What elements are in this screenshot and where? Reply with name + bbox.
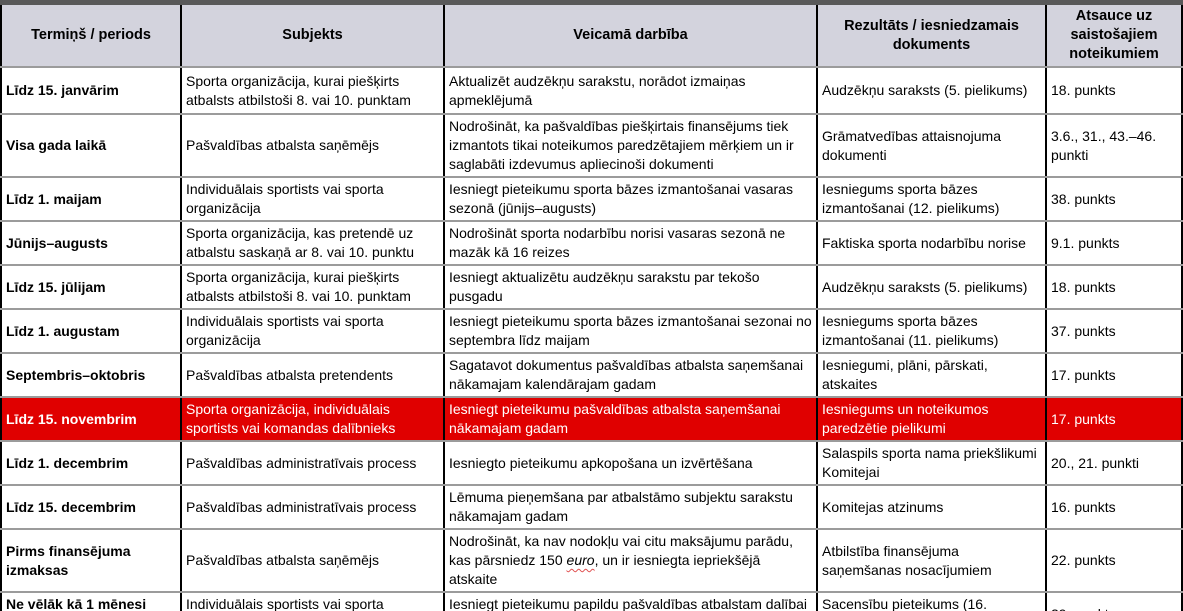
cell-term: Visa gada laikā <box>0 113 182 178</box>
cell-action: Nodrošināt sporta nodarbību norisi vasar… <box>443 220 818 266</box>
cell-reference: 3.6., 31., 43.–46. punkti <box>1045 113 1183 178</box>
cell-reference: 18. punkts <box>1045 264 1183 310</box>
euro-word: euro <box>566 552 595 568</box>
cell-reference: 16. punkts <box>1045 484 1183 530</box>
action-text-pre: Nodrošināt, ka nav nodokļu vai citu maks… <box>449 533 793 568</box>
column-header-term: Termiņš / periods <box>0 1 182 68</box>
cell-subject: Sporta organizācija, individuālais sport… <box>180 396 445 442</box>
cell-action: Iesniegt pieteikumu papildu pašvaldības … <box>443 591 818 611</box>
cell-term: Līdz 15. jūlijam <box>0 264 182 310</box>
cell-subject: Sporta organizācija, kurai piešķirts atb… <box>180 264 445 310</box>
cell-subject: Pašvaldības atbalsta saņēmējs <box>180 113 445 178</box>
cell-reference: 22. punkts <box>1045 528 1183 593</box>
cell-reference: 20., 21. punkti <box>1045 440 1183 486</box>
table-row: Ne vēlāk kā 1 mēnesi pirms sacensībām In… <box>0 591 1183 611</box>
cell-term: Līdz 15. janvārim <box>0 66 182 115</box>
column-header-action: Veicamā darbība <box>443 1 818 68</box>
cell-result: Iesniegums sporta bāzes izmantošanai (12… <box>816 176 1047 222</box>
table-row-highlighted: Līdz 15. novembrim Sporta organizācija, … <box>0 396 1183 442</box>
cell-term: Līdz 1. maijam <box>0 176 182 222</box>
cell-action: Iesniegt aktualizētu audzēkņu sarakstu p… <box>443 264 818 310</box>
cell-term: Līdz 1. decembrim <box>0 440 182 486</box>
table-row: Līdz 15. decembrim Pašvaldības administr… <box>0 484 1183 530</box>
cell-result: Faktiska sporta nodarbību norise <box>816 220 1047 266</box>
cell-result: Grāmatvedības attaisnojuma dokumenti <box>816 113 1047 178</box>
cell-subject: Sporta organizācija, kas pretendē uz atb… <box>180 220 445 266</box>
cell-term: Pirms finansējuma izmaksas <box>0 528 182 593</box>
cell-reference: 17. punkts <box>1045 396 1183 442</box>
column-header-subject: Subjekts <box>180 1 445 68</box>
cell-result: Komitejas atzinums <box>816 484 1047 530</box>
cell-result: Audzēkņu saraksts (5. pielikums) <box>816 66 1047 115</box>
cell-term: Līdz 15. decembrim <box>0 484 182 530</box>
cell-reference: 17. punkts <box>1045 352 1183 398</box>
cell-action: Nodrošināt, ka nav nodokļu vai citu maks… <box>443 528 818 593</box>
cell-result: Iesniegums sporta bāzes izmantošanai (11… <box>816 308 1047 354</box>
cell-reference: 38. punkts <box>1045 176 1183 222</box>
column-header-result: Rezultāts / iesniedzamais dokuments <box>816 1 1047 68</box>
cell-action: Lēmuma pieņemšana par atbalstāmo subjekt… <box>443 484 818 530</box>
header-row: Termiņš / periods Subjekts Veicamā darbī… <box>0 1 1183 68</box>
cell-result: Atbilstība finansējuma saņemšanas nosacī… <box>816 528 1047 593</box>
cell-reference: 37. punkts <box>1045 308 1183 354</box>
table-row: Jūnijs–augusts Sporta organizācija, kas … <box>0 220 1183 266</box>
cell-term: Septembris–oktobris <box>0 352 182 398</box>
table-row: Līdz 1. maijam Individuālais sportists v… <box>0 176 1183 222</box>
cell-term: Līdz 1. augustam <box>0 308 182 354</box>
cell-action: Aktualizēt audzēkņu sarakstu, norādot iz… <box>443 66 818 115</box>
cell-action: Iesniegt pieteikumu sporta bāzes izmanto… <box>443 176 818 222</box>
cell-subject: Individuālais sportists vai sporta organ… <box>180 176 445 222</box>
cell-reference: 9.1. punkts <box>1045 220 1183 266</box>
column-header-reference: Atsauce uz saistošajiem noteikumiem <box>1045 1 1183 68</box>
table-row: Līdz 15. jūlijam Sporta organizācija, ku… <box>0 264 1183 310</box>
cell-result: Iesniegums un noteikumos paredzētie piel… <box>816 396 1047 442</box>
cell-subject: Pašvaldības atbalsta saņēmējs <box>180 528 445 593</box>
cell-action: Nodrošināt, ka pašvaldības piešķirtais f… <box>443 113 818 178</box>
table-row: Septembris–oktobris Pašvaldības atbalsta… <box>0 352 1183 398</box>
cell-reference: 29. punkts <box>1045 591 1183 611</box>
cell-subject: Pašvaldības atbalsta pretendents <box>180 352 445 398</box>
table-row: Līdz 1. augustam Individuālais sportists… <box>0 308 1183 354</box>
table-row: Līdz 15. janvārim Sporta organizācija, k… <box>0 66 1183 115</box>
cell-action: Sagatavot dokumentus pašvaldības atbalst… <box>443 352 818 398</box>
cell-result: Salaspils sporta nama priekšlikumi Komit… <box>816 440 1047 486</box>
table-row: Pirms finansējuma izmaksas Pašvaldības a… <box>0 528 1183 593</box>
cell-result: Audzēkņu saraksts (5. pielikums) <box>816 264 1047 310</box>
cell-action: Iesniegt pieteikumu sporta bāzes izmanto… <box>443 308 818 354</box>
cell-subject: Pašvaldības administratīvais process <box>180 484 445 530</box>
cell-subject: Pašvaldības administratīvais process <box>180 440 445 486</box>
cell-term: Ne vēlāk kā 1 mēnesi pirms sacensībām <box>0 591 182 611</box>
cell-term: Līdz 15. novembrim <box>0 396 182 442</box>
cell-subject: Individuālais sportists vai sporta organ… <box>180 308 445 354</box>
action-text-post: , un ir iesniegta iepriekšējā atskaite <box>449 552 761 587</box>
cell-result: Sacensību pieteikums (16. pielikums) <box>816 591 1047 611</box>
cell-action: Iesniegto pieteikumu apkopošana un izvēr… <box>443 440 818 486</box>
table-row: Visa gada laikā Pašvaldības atbalsta saņ… <box>0 113 1183 178</box>
cell-reference: 18. punkts <box>1045 66 1183 115</box>
table-row: Līdz 1. decembrim Pašvaldības administra… <box>0 440 1183 486</box>
cell-action: Iesniegt pieteikumu pašvaldības atbalsta… <box>443 396 818 442</box>
cell-subject: Sporta organizācija, kurai piešķirts atb… <box>180 66 445 115</box>
cell-term: Jūnijs–augusts <box>0 220 182 266</box>
cell-subject: Individuālais sportists vai sporta organ… <box>180 591 445 611</box>
cell-result: Iesniegumi, plāni, pārskati, atskaites <box>816 352 1047 398</box>
